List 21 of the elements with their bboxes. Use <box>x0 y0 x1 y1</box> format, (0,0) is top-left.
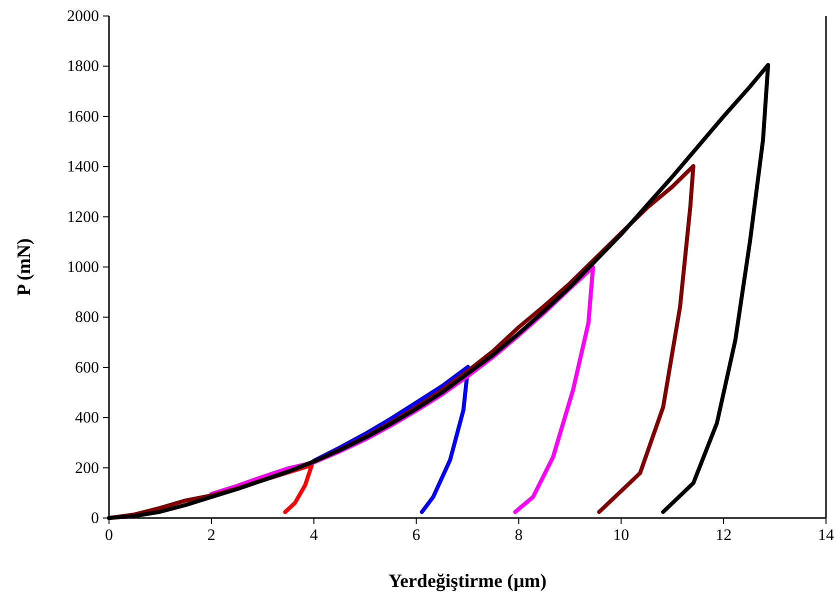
y-tick-label: 2000 <box>67 8 99 25</box>
y-tick-label: 600 <box>75 359 99 376</box>
y-tick-label: 1400 <box>67 158 99 176</box>
x-tick-label: 10 <box>613 527 630 544</box>
x-axis-title: Yerdeğiştirme (µm) <box>388 571 547 592</box>
x-tick-label: 0 <box>105 527 113 544</box>
x-tick-label: 2 <box>207 527 216 544</box>
y-tick-label: 400 <box>75 410 99 427</box>
x-tick-label: 4 <box>310 527 318 544</box>
y-tick-label: 1000 <box>67 259 99 276</box>
y-tick-label: 200 <box>75 460 99 477</box>
y-tick-label: 1600 <box>67 108 99 126</box>
x-tick-label: 8 <box>514 527 523 544</box>
y-axis-title: P (mN) <box>14 238 35 296</box>
x-tick-label: 14 <box>818 527 834 544</box>
y-tick-label: 1200 <box>67 208 99 226</box>
y-tick-label: 800 <box>75 309 99 326</box>
x-tick-label: 6 <box>412 527 420 544</box>
x-tick-label: 12 <box>716 527 732 544</box>
y-tick-label: 0 <box>91 510 99 527</box>
y-tick-label: 1800 <box>67 58 99 76</box>
